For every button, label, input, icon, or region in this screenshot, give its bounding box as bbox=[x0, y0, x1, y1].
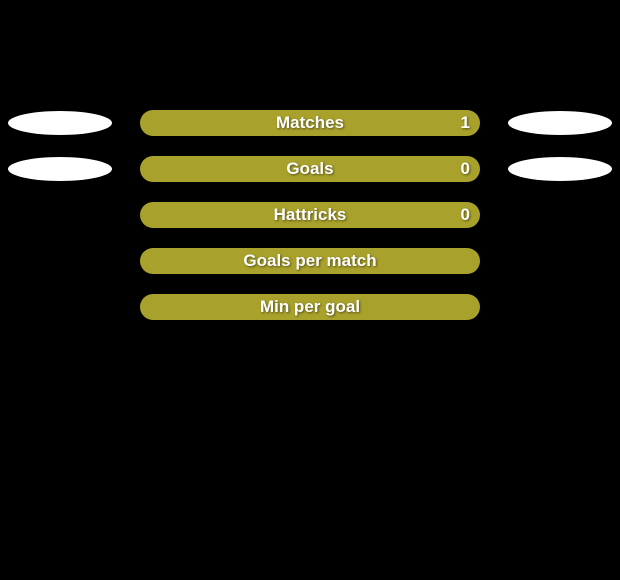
stat-value-right: 0 bbox=[461, 159, 470, 179]
ellipse-left bbox=[8, 111, 112, 135]
stat-bar: Goals per match bbox=[140, 248, 480, 274]
stat-bar: Matches 1 bbox=[140, 110, 480, 136]
stat-label: Matches bbox=[276, 113, 344, 133]
stat-row-hattricks: Hattricks 0 bbox=[0, 201, 620, 229]
stat-bar: Goals 0 bbox=[140, 156, 480, 182]
stat-row-goals: Goals 0 bbox=[0, 155, 620, 183]
ellipse-right bbox=[508, 157, 612, 181]
ellipse-left bbox=[8, 157, 112, 181]
stat-row-matches: Matches 1 bbox=[0, 109, 620, 137]
stat-row-min-per-goal: Min per goal bbox=[0, 293, 620, 321]
stat-bar: Min per goal bbox=[140, 294, 480, 320]
stat-label: Min per goal bbox=[260, 297, 360, 317]
stats-block: Matches 1 Goals 0 Hattricks 0 Goals per … bbox=[0, 109, 620, 321]
stat-label: Goals per match bbox=[243, 251, 376, 271]
stat-label: Hattricks bbox=[274, 205, 347, 225]
stat-value-right: 0 bbox=[461, 205, 470, 225]
ellipse-right bbox=[508, 111, 612, 135]
stat-row-goals-per-match: Goals per match bbox=[0, 247, 620, 275]
stat-label: Goals bbox=[286, 159, 333, 179]
stat-bar: Hattricks 0 bbox=[140, 202, 480, 228]
stat-value-right: 1 bbox=[461, 113, 470, 133]
